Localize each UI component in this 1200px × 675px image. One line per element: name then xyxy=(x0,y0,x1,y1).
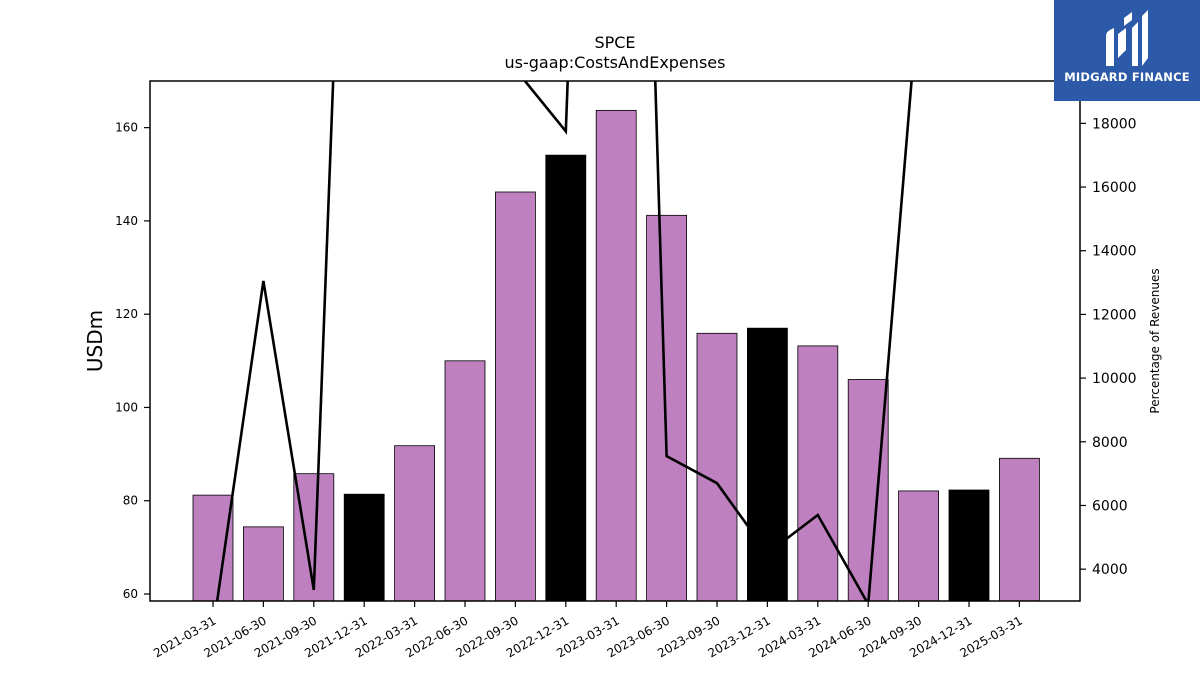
bar-2021-06-30 xyxy=(242,526,284,602)
bar-2023-03-31 xyxy=(595,109,637,602)
bar-series xyxy=(192,109,1040,602)
y2-tick-label: 16000 xyxy=(1092,180,1137,196)
y2-tick-label: 4000 xyxy=(1092,562,1128,578)
chart-title: SPCE xyxy=(594,33,635,52)
bar-2022-03-31 xyxy=(394,445,436,602)
y2-axis-label: Percentage of Revenues xyxy=(1148,268,1162,413)
y-axis-left: 60 80 100 120 140 160 xyxy=(115,121,150,601)
y-axis-label: USDm xyxy=(83,310,107,372)
y-tick-label: 80 xyxy=(123,494,138,508)
chart-subtitle: us-gaap:CostsAndExpenses xyxy=(505,53,726,72)
y-tick-label: 120 xyxy=(115,307,138,321)
bar-2024-12-31 xyxy=(948,489,990,602)
bar-2024-03-31 xyxy=(797,345,839,602)
bar-2022-12-31 xyxy=(545,154,587,602)
x-axis: 2021-03-312021-06-302021-09-302021-12-31… xyxy=(151,601,1025,660)
y-tick-label: 60 xyxy=(123,587,138,601)
y2-tick-label: 10000 xyxy=(1092,371,1137,387)
bar-2021-12-31 xyxy=(343,493,385,602)
y-tick-label: 160 xyxy=(115,121,138,135)
bar-2023-06-30 xyxy=(646,214,687,602)
y2-tick-label: 12000 xyxy=(1092,307,1137,323)
plot-frame xyxy=(149,80,1081,602)
line-series xyxy=(215,81,913,601)
bar-2021-03-31 xyxy=(192,494,234,602)
bar-2022-09-30 xyxy=(494,191,536,602)
y-axis-right: 4000 6000 8000 10000 12000 14000 16000 18000 xyxy=(1080,116,1137,578)
y-tick-label: 100 xyxy=(115,400,138,414)
bar-2023-12-31 xyxy=(747,327,788,602)
y2-tick-label: 8000 xyxy=(1092,435,1128,451)
brand-logo-text: MIDGARD FINANCE xyxy=(1064,70,1190,84)
y2-tick-label: 14000 xyxy=(1092,244,1137,260)
bar-2025-03-31 xyxy=(999,457,1040,602)
line-segment xyxy=(215,81,335,601)
y-tick-label: 140 xyxy=(115,214,138,228)
line-segment xyxy=(523,81,913,601)
y2-tick-label: 6000 xyxy=(1092,498,1128,514)
brand-logo: MIDGARD FINANCE xyxy=(1054,0,1200,101)
bar-2024-06-30 xyxy=(847,379,889,602)
brand-logo-icon xyxy=(1106,10,1148,66)
y2-tick-label: 18000 xyxy=(1092,116,1137,132)
bar-2022-06-30 xyxy=(444,360,486,602)
bar-2023-09-30 xyxy=(696,332,738,602)
bar-2024-09-30 xyxy=(898,490,939,602)
